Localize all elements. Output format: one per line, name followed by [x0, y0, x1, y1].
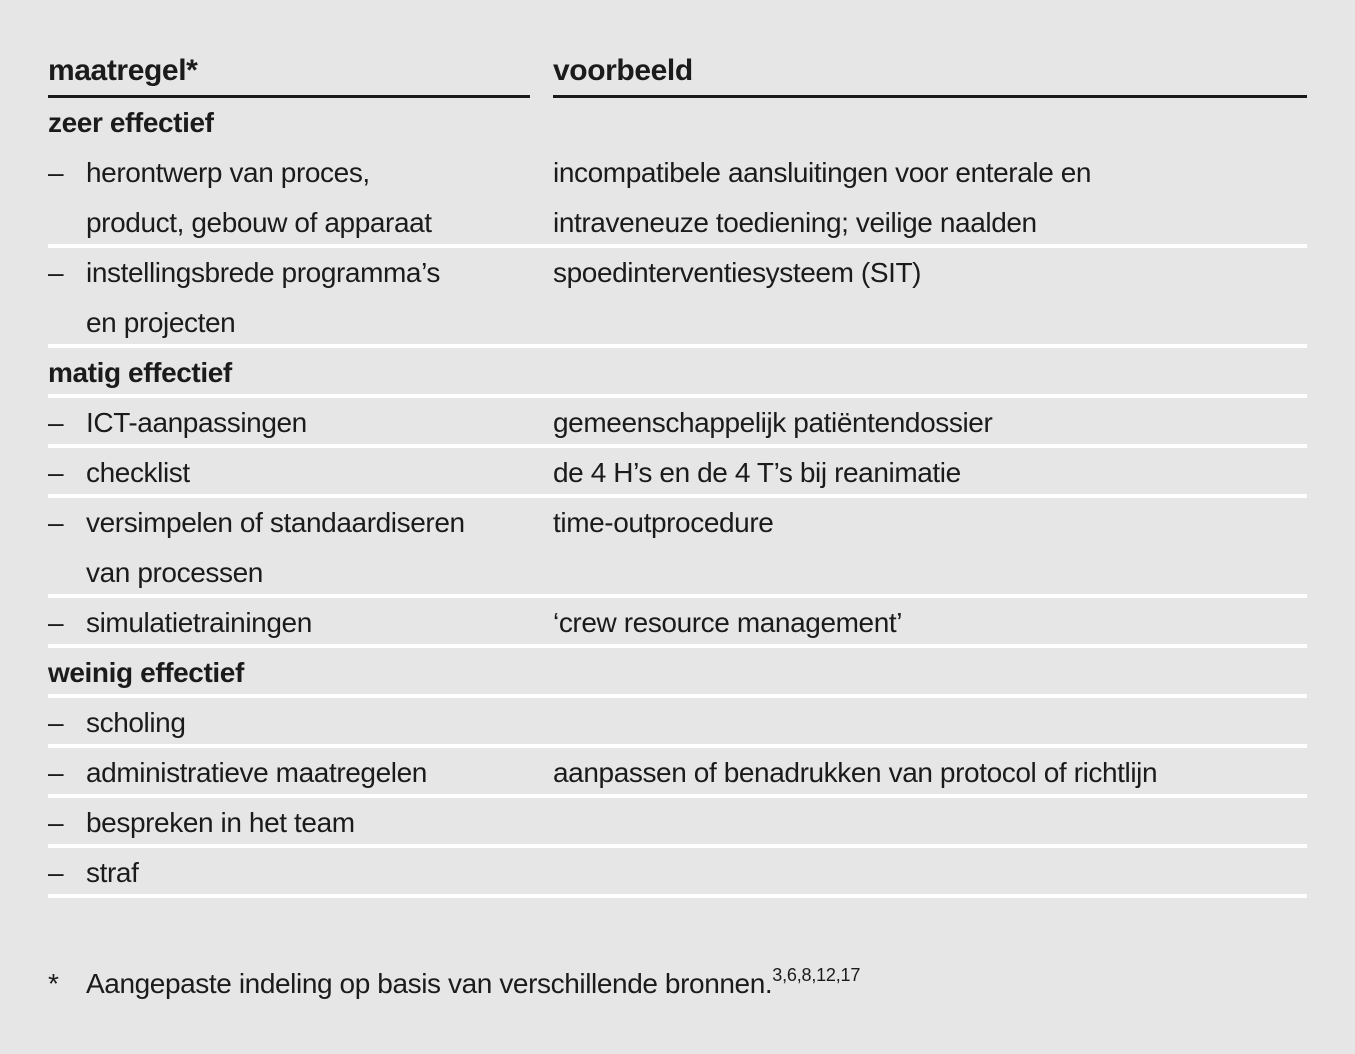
example-cell: ‘crew resource management’: [553, 598, 1307, 648]
section-header-row: zeer effectief: [48, 107, 214, 138]
table-row: – bespreken in het team: [48, 798, 1307, 848]
bullet-dash: –: [48, 457, 64, 488]
bullet-dash: –: [48, 157, 64, 188]
measure-line: scholing: [86, 707, 186, 738]
measure-line: administratieve maatregelen: [86, 757, 427, 788]
measure-line: herontwerp van proces,: [86, 157, 370, 188]
measure-lines: herontwerp van proces, product, gebouw of…: [86, 148, 432, 248]
measure-cell: – scholing: [48, 698, 553, 748]
table-row: – herontwerp van proces, product, gebouw o…: [48, 148, 1307, 248]
table-row: – instellingsbrede programma’s en projecte…: [48, 248, 1307, 348]
footnote: * Aangepaste indeling op basis van versc…: [48, 964, 1307, 1004]
example-line: ‘crew resource management’: [553, 607, 903, 638]
row-separator: [48, 494, 1307, 498]
measure-line: en projecten: [86, 307, 236, 338]
measure-line: bespreken in het team: [86, 807, 355, 838]
measure-line: instellingsbrede programma’s: [86, 257, 441, 288]
measure-cell: – administratieve maatregelen: [48, 748, 553, 798]
table-container: maatregel* voorbeeld zeer effectief – hero…: [48, 54, 1307, 1004]
bullet-dash: –: [48, 257, 64, 288]
column-header-voorbeeld: voorbeeld: [553, 54, 1307, 98]
measure-cell: – simulatietrainingen: [48, 598, 553, 648]
measure-lines: instellingsbrede programma’s en projecten: [86, 248, 440, 348]
example-line: gemeenschappelijk patiëntendossier: [553, 407, 993, 438]
row-separator: [48, 394, 1307, 398]
table-row: – checklist de 4 H’s en de 4 T’s bij reani…: [48, 448, 1307, 498]
measure-lines: administratieve maatregelen: [86, 748, 427, 798]
measure-lines: versimpelen of standaardiseren van proces…: [86, 498, 465, 598]
footnote-marker: *: [48, 968, 59, 999]
measure-cell: – versimpelen of standaardiseren van proce…: [48, 498, 553, 598]
section-header-row: matig effectief: [48, 357, 232, 388]
table-row: – scholing: [48, 698, 1307, 748]
row-separator: [48, 894, 1307, 898]
bullet-dash: –: [48, 807, 64, 838]
row-separator: [48, 694, 1307, 698]
example-cell: gemeenschappelijk patiëntendossier: [553, 398, 1307, 448]
measure-line: straf: [86, 857, 139, 888]
example-line: de 4 H’s en de 4 T’s bij reanimatie: [553, 457, 961, 488]
bullet-dash: –: [48, 757, 64, 788]
example-cell: spoedinterventiesysteem (SIT): [553, 248, 1307, 348]
measure-lines: ICT-aanpassingen: [86, 398, 307, 448]
measure-cell: – straf: [48, 848, 553, 898]
row-separator: [48, 644, 1307, 648]
example-cell: aanpassen of benadrukken van protocol of…: [553, 748, 1307, 798]
measure-lines: straf: [86, 848, 139, 898]
table-row: – versimpelen of standaardiseren van proce…: [48, 498, 1307, 598]
measure-cell: – bespreken in het team: [48, 798, 553, 848]
bullet-dash: –: [48, 707, 64, 738]
measure-line: van processen: [86, 557, 263, 588]
measure-cell: – herontwerp van proces, product, gebouw o…: [48, 148, 553, 248]
example-cell: [553, 698, 1307, 748]
column-header-maatregel: maatregel*: [48, 54, 530, 98]
measure-lines: simulatietrainingen: [86, 598, 312, 648]
example-line: intraveneuze toediening; veilige naalden: [553, 207, 1037, 238]
row-separator: [48, 444, 1307, 448]
table-row: – simulatietrainingen ‘crew resource manag…: [48, 598, 1307, 648]
measure-lines: bespreken in het team: [86, 798, 355, 848]
measure-cell: – ICT-aanpassingen: [48, 398, 553, 448]
example-line: time-outprocedure: [553, 507, 774, 538]
bullet-dash: –: [48, 407, 64, 438]
measure-line: simulatietrainingen: [86, 607, 312, 638]
example-line: aanpassen of benadrukken van protocol of…: [553, 757, 1158, 788]
measure-cell: – instellingsbrede programma’s en projecte…: [48, 248, 553, 348]
measure-line: product, gebouw of apparaat: [86, 207, 432, 238]
footnote-references: 3,6,8,12,17: [772, 965, 861, 985]
table-row: – straf: [48, 848, 1307, 898]
row-separator: [48, 344, 1307, 348]
table-row: – ICT-aanpassingen gemeenschappelijk patië…: [48, 398, 1307, 448]
example-cell: [553, 848, 1307, 898]
row-separator: [48, 744, 1307, 748]
row-separator: [48, 244, 1307, 248]
row-separator: [48, 844, 1307, 848]
example-cell: [553, 798, 1307, 848]
footnote-text: Aangepaste indeling op basis van verschi…: [86, 964, 860, 1004]
row-separator: [48, 594, 1307, 598]
section-header-row: weinig effectief: [48, 657, 244, 688]
bullet-dash: –: [48, 857, 64, 888]
table-body: zeer effectief – herontwerp van proces, pro…: [48, 98, 1307, 898]
measure-lines: checklist: [86, 448, 190, 498]
measure-line: versimpelen of standaardiseren: [86, 507, 465, 538]
table-row: – administratieve maatregelen aanpassen of…: [48, 748, 1307, 798]
measure-line: checklist: [86, 457, 190, 488]
bullet-dash: –: [48, 607, 64, 638]
table-header: maatregel* voorbeeld: [48, 54, 1307, 98]
measure-lines: scholing: [86, 698, 186, 748]
example-cell: incompatibele aansluitingen voor enteral…: [553, 148, 1307, 248]
measure-line: ICT-aanpassingen: [86, 407, 307, 438]
example-line: spoedinterventiesysteem (SIT): [553, 257, 922, 288]
example-cell: de 4 H’s en de 4 T’s bij reanimatie: [553, 448, 1307, 498]
example-line: incompatibele aansluitingen voor enteral…: [553, 157, 1092, 188]
row-separator: [48, 794, 1307, 798]
footnote-text-body: Aangepaste indeling op basis van verschi…: [86, 968, 773, 999]
bullet-dash: –: [48, 507, 64, 538]
example-cell: time-outprocedure: [553, 498, 1307, 598]
measure-cell: – checklist: [48, 448, 553, 498]
